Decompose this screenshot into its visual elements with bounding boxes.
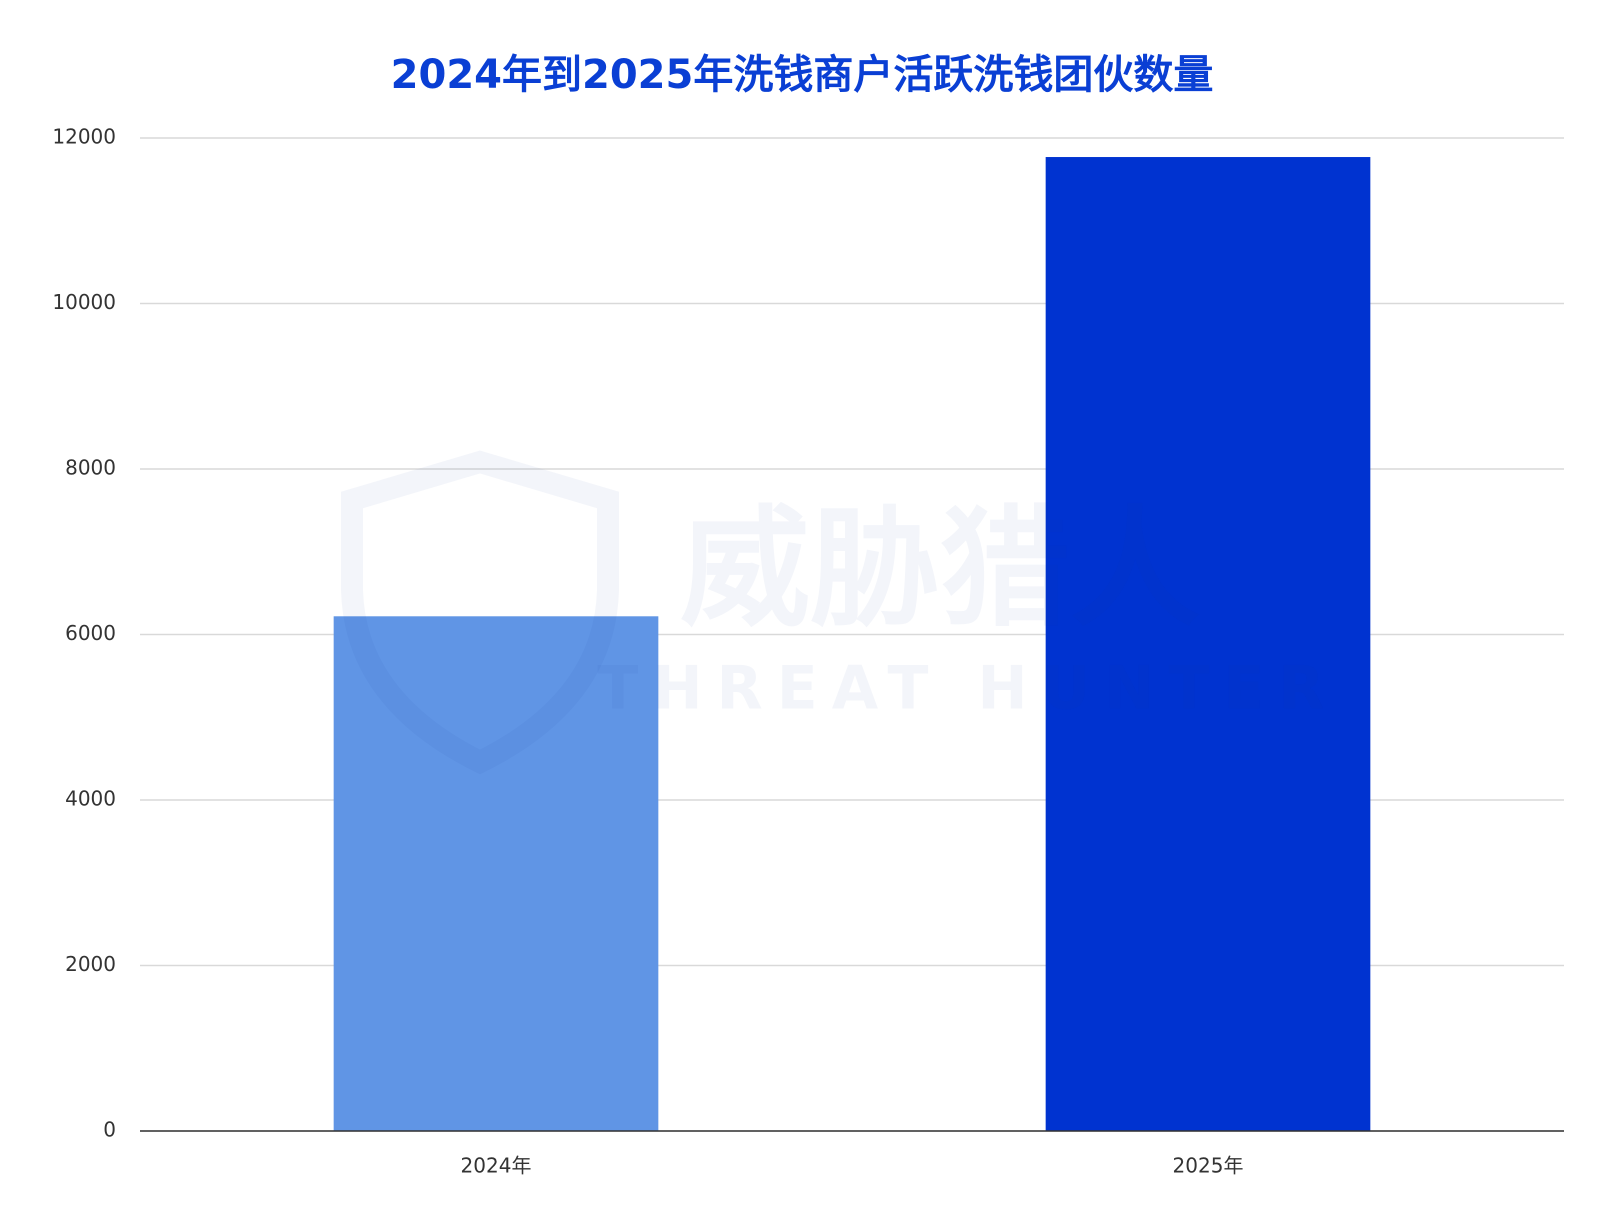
bar	[333, 616, 659, 1131]
y-tick-label: 8000	[65, 456, 116, 480]
watermark-text: 威胁猎人	[680, 493, 1200, 645]
y-tick-label: 2000	[65, 952, 116, 976]
y-tick-label: 10000	[52, 290, 116, 314]
watermark-shield	[341, 450, 619, 775]
y-tick-label: 6000	[65, 621, 116, 645]
y-tick-label: 4000	[65, 787, 116, 811]
watermark: 威胁猎人 THREAT HUNTER	[341, 450, 1338, 775]
chart-title: 2024年到2025年洗钱商户活跃洗钱团伙数量	[391, 52, 1214, 98]
y-tick-label: 12000	[52, 125, 116, 149]
bar	[1045, 157, 1371, 1132]
y-tick-label: 0	[103, 1118, 116, 1142]
watermark-text: THREAT HUNTER	[597, 654, 1338, 724]
x-tick-label: 2025年	[1173, 1154, 1244, 1178]
x-tick-label: 2024年	[461, 1154, 532, 1178]
